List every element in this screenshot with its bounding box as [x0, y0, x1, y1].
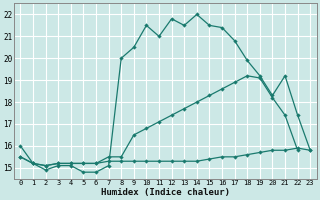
X-axis label: Humidex (Indice chaleur): Humidex (Indice chaleur) — [101, 188, 230, 197]
